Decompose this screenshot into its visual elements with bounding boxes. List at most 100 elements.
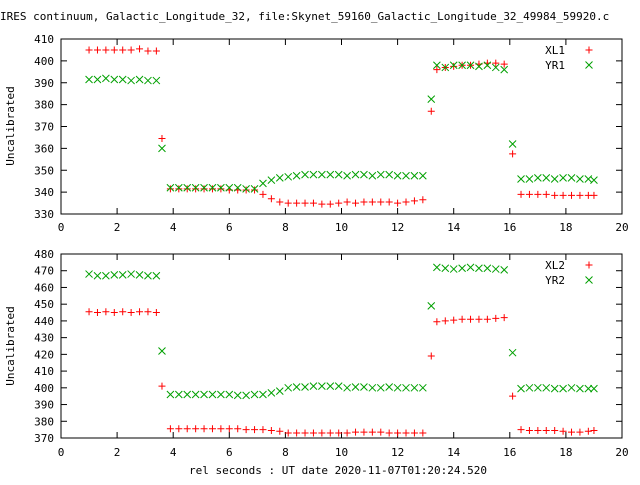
legend-marker (585, 46, 593, 54)
data-point (433, 318, 441, 326)
data-point (158, 382, 166, 390)
data-point (233, 391, 242, 400)
data-point (368, 171, 377, 180)
x-tick-label: 4 (170, 221, 177, 234)
y-tick-label: 440 (34, 315, 54, 328)
data-point (534, 190, 542, 198)
data-point (410, 429, 418, 437)
data-point (284, 383, 293, 392)
data-point (309, 199, 317, 207)
data-point (377, 198, 385, 206)
y-tick-label: 370 (34, 121, 54, 134)
data-point (267, 195, 275, 203)
data-point (559, 174, 567, 182)
y-tick-label: 360 (34, 142, 54, 155)
data-point (234, 425, 242, 433)
data-point (127, 309, 135, 317)
data-point (402, 429, 410, 437)
data-point (500, 65, 509, 74)
data-point (250, 184, 259, 193)
data-point (318, 170, 326, 179)
data-point (483, 315, 491, 323)
data-point (590, 176, 598, 184)
data-point (242, 391, 250, 400)
data-point (441, 264, 450, 273)
data-point (377, 428, 385, 436)
data-point (301, 170, 309, 179)
x-tick-label: 14 (447, 446, 461, 459)
data-point (343, 171, 351, 180)
data-point (326, 429, 334, 437)
data-point (267, 426, 275, 434)
y-tick-label: 420 (34, 348, 54, 361)
data-point (293, 199, 301, 207)
data-point (309, 382, 318, 390)
data-point (335, 429, 343, 437)
data-point (166, 425, 174, 433)
data-point (352, 199, 360, 207)
x-tick-label: 0 (58, 221, 65, 234)
y-tick-label: 410 (34, 33, 54, 46)
legend-label: YR2 (545, 274, 565, 287)
data-point (127, 76, 135, 85)
data-point (242, 184, 250, 193)
data-point (259, 390, 267, 399)
data-point (200, 390, 208, 399)
data-point (275, 387, 284, 396)
plot-frame (60, 38, 623, 215)
y-tick-label: 470 (34, 265, 54, 278)
data-point (551, 191, 559, 199)
data-point (335, 199, 343, 207)
data-point (433, 66, 441, 74)
data-point (175, 185, 183, 193)
data-point (326, 170, 335, 179)
data-point (492, 314, 500, 322)
data-point (292, 383, 301, 391)
data-point (394, 429, 402, 437)
data-point (200, 425, 208, 433)
data-point (542, 174, 551, 182)
data-point (158, 144, 166, 153)
data-point (568, 191, 576, 199)
data-point (152, 271, 161, 280)
data-point (492, 59, 500, 67)
data-point (410, 197, 418, 205)
data-point (144, 308, 152, 316)
x-tick-label: 12 (391, 446, 404, 459)
data-point (127, 46, 135, 54)
data-point (225, 425, 233, 433)
data-point (551, 426, 559, 434)
data-point (166, 183, 175, 192)
data-point (309, 170, 318, 179)
data-point (559, 191, 567, 199)
data-point (242, 426, 250, 434)
data-point (144, 271, 152, 280)
x-tick-label: 18 (559, 446, 572, 459)
data-point (93, 309, 101, 317)
data-point (144, 76, 152, 85)
data-point (418, 383, 427, 392)
data-point (441, 63, 450, 72)
data-point (419, 429, 427, 437)
data-point (517, 426, 525, 434)
data-point (166, 185, 174, 193)
x-tick-label: 8 (282, 446, 289, 459)
data-point (136, 45, 144, 53)
data-point (200, 185, 208, 193)
data-point (225, 183, 234, 192)
data-point (542, 383, 551, 392)
y-tick-label: 410 (34, 365, 54, 378)
y-tick-label: 480 (34, 248, 54, 261)
x-tick-label: 10 (335, 446, 348, 459)
data-point (393, 171, 402, 180)
data-point (144, 47, 152, 55)
data-point (483, 61, 492, 70)
data-point (385, 198, 393, 206)
data-point (259, 190, 267, 198)
series-YR2 (85, 263, 598, 400)
data-point (376, 170, 385, 179)
y-tick-label: 330 (34, 208, 54, 221)
data-point (576, 428, 584, 436)
chart-title: IRES continuum, Galactic_Longitude_32, f… (0, 10, 609, 23)
data-point (217, 425, 225, 433)
